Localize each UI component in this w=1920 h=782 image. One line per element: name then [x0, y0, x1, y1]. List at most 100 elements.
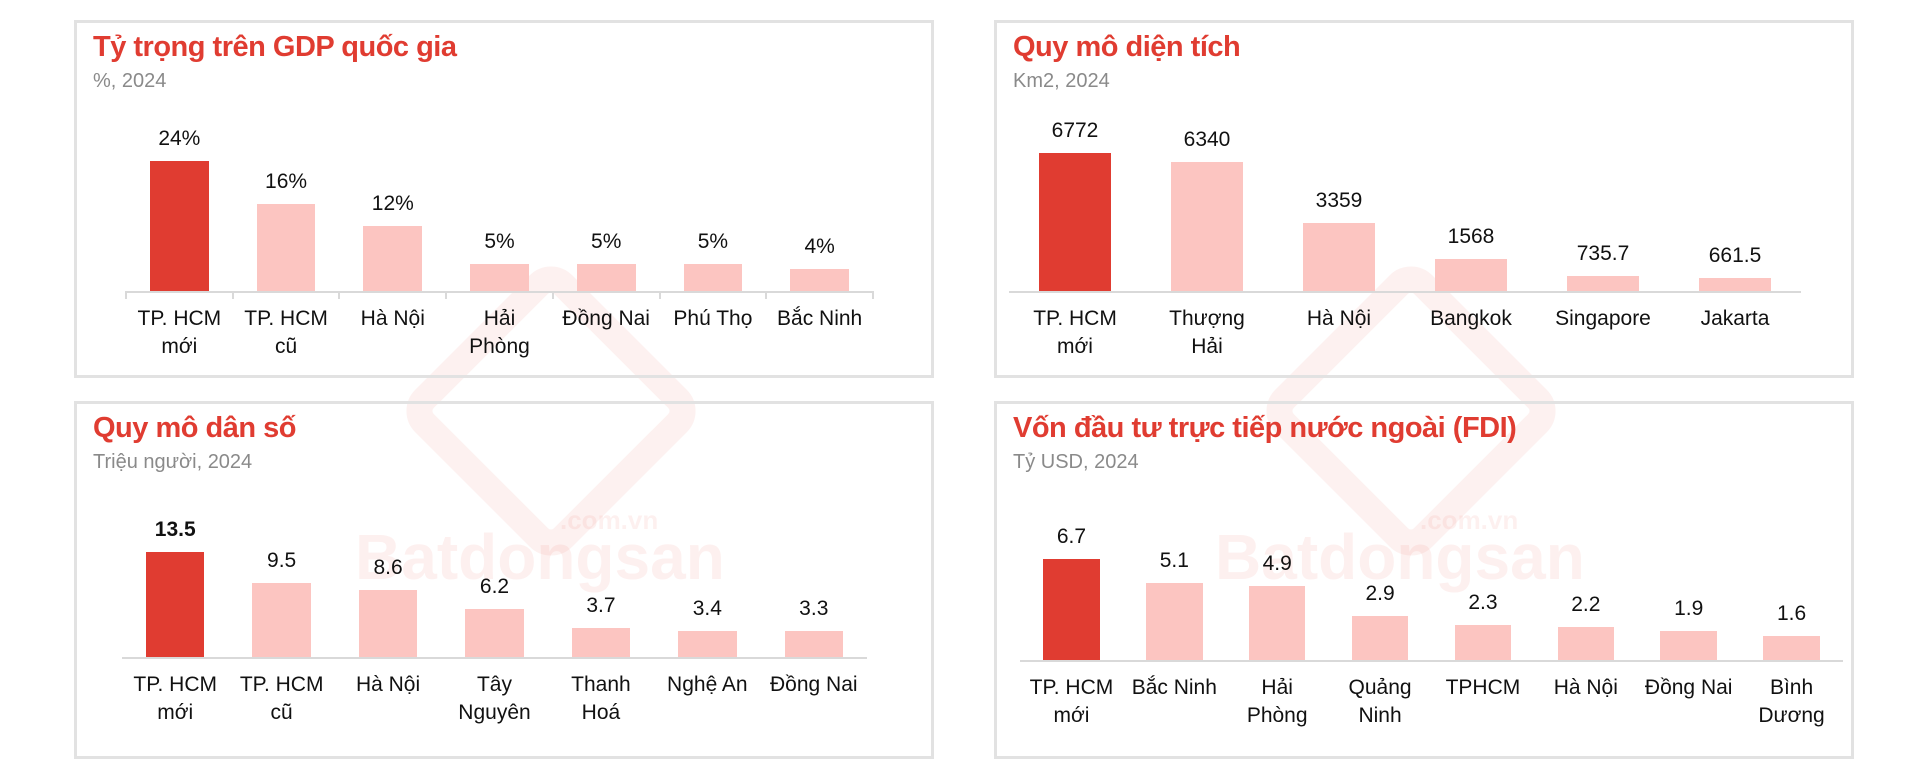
- bar: [358, 590, 418, 657]
- category-label: Hà Nội: [1306, 307, 1372, 330]
- x-axis-tick: [872, 291, 874, 299]
- data-label: 24%: [158, 127, 201, 150]
- data-label: 16%: [265, 170, 308, 194]
- category-label: Bình Dương: [1758, 676, 1825, 727]
- data-label: 6772: [1051, 119, 1099, 142]
- bar: [1038, 153, 1112, 291]
- data-label: 3.7: [586, 594, 616, 618]
- category-label: Bangkok: [1430, 307, 1512, 330]
- x-axis-tick: [338, 291, 341, 299]
- data-label: 2.2: [1571, 592, 1601, 616]
- data-label: 5%: [697, 229, 729, 253]
- bar: [150, 161, 209, 291]
- x-axis-tick: [658, 291, 661, 299]
- category-label: Hà Nội: [1553, 676, 1618, 699]
- category-label: TP. HCM mới: [133, 673, 218, 724]
- chart-title: Quy mô dân số: [93, 412, 296, 444]
- x-axis-tick: [125, 291, 127, 299]
- chart-subtitle: Triệu người, 2024: [93, 451, 253, 473]
- bar: [256, 204, 316, 291]
- category-label: Nghệ An: [667, 673, 748, 696]
- bar: [784, 631, 844, 657]
- data-label: 3.3: [799, 597, 829, 621]
- data-label: 13.5: [154, 518, 196, 541]
- bar: [252, 583, 311, 657]
- chart-panel-area: Quy mô diện tích Km2, 2024 6772 TP. HCM m…: [994, 20, 1854, 378]
- chart-panel-fdi: Vốn đầu tư trực tiếp nước ngoài (FDI) Tỷ…: [994, 401, 1854, 759]
- x-axis-tick: [445, 291, 448, 299]
- category-label: Phú Thọ: [673, 307, 753, 330]
- category-label: TP. HCM cũ: [239, 673, 324, 724]
- bar: [470, 263, 529, 291]
- category-label: Singapore: [1555, 307, 1651, 330]
- category-label: Đồng Nai: [770, 673, 858, 696]
- bar: [1454, 625, 1512, 660]
- x-axis-tick: [551, 291, 554, 299]
- data-label: 5%: [484, 229, 515, 253]
- bar: [1763, 635, 1820, 660]
- data-label: 3.4: [692, 596, 722, 620]
- category-label: TP. HCM cũ: [244, 307, 328, 358]
- data-label: 4%: [804, 235, 835, 259]
- category-label: Bắc Ninh: [777, 307, 863, 330]
- x-axis-tick: [765, 291, 768, 299]
- category-label: Hải Phòng: [469, 307, 530, 358]
- bar: [1351, 616, 1409, 660]
- bar: [465, 608, 524, 657]
- bar: [576, 263, 636, 291]
- bar-chart: 13.5 TP. HCM mới 9.5 TP. HCM cũ 8.6 Hà Nội 6.2…: [77, 404, 931, 756]
- chart-panel-gdp-share: Tỷ trọng trên GDP quốc gia %, 2024 24% TP…: [74, 20, 934, 378]
- bar: [1698, 277, 1772, 291]
- category-label: TPHCM: [1445, 676, 1521, 699]
- data-label: 735.7: [1576, 242, 1630, 265]
- bar: [571, 628, 631, 657]
- data-label: 6.2: [479, 574, 510, 598]
- data-label: 9.5: [267, 549, 297, 573]
- category-label: Jakarta: [1700, 307, 1770, 330]
- x-axis-line: [126, 291, 873, 293]
- bar: [1566, 276, 1640, 291]
- bar: [790, 269, 849, 291]
- data-label: 6340: [1183, 127, 1231, 151]
- category-label: Bắc Ninh: [1131, 676, 1217, 699]
- data-label: 12%: [371, 192, 414, 215]
- x-axis-line: [1009, 291, 1801, 293]
- data-label: 1.6: [1776, 601, 1807, 625]
- bar: [1170, 161, 1244, 291]
- bar: [145, 552, 205, 657]
- x-axis-line: [122, 657, 867, 659]
- chart-subtitle: Tỷ USD, 2024: [1013, 451, 1139, 473]
- chart-panel-population: Quy mô dân số Triệu người, 2024 13.5 TP. …: [74, 401, 934, 759]
- bar: [683, 263, 743, 291]
- bar: [1248, 586, 1306, 660]
- data-label: 5.1: [1159, 549, 1189, 573]
- category-label: Tây Nguyên: [458, 673, 531, 724]
- category-label: Thượng Hải: [1169, 307, 1245, 358]
- category-label: Hà Nội: [360, 307, 425, 330]
- bar: [678, 630, 737, 657]
- bar: [1043, 559, 1100, 660]
- data-label: 1.9: [1674, 597, 1704, 621]
- data-label: 2.9: [1365, 582, 1395, 606]
- data-label: 2.3: [1468, 591, 1498, 615]
- bar: [1660, 631, 1717, 660]
- chart-title: Quy mô diện tích: [1013, 31, 1241, 63]
- category-label: Đồng Nai: [562, 307, 650, 330]
- bar-chart: 6772 TP. HCM mới 6340 Thượng Hải 3359 Hà Nội 1…: [997, 23, 1851, 375]
- category-label: TP. HCM mới: [1033, 307, 1117, 358]
- chart-subtitle: %, 2024: [93, 70, 167, 92]
- bar-chart: 24% TP. HCM mới 16% TP. HCM cũ 12% Hà Nội 5% Hả…: [77, 23, 931, 375]
- data-label: 1568: [1447, 225, 1495, 249]
- category-label: Thanh Hoá: [571, 673, 631, 724]
- category-label: TP. HCM mới: [137, 307, 222, 358]
- category-label: Hải Phòng: [1246, 676, 1308, 727]
- bar: [1557, 626, 1615, 660]
- data-label: 8.6: [373, 556, 403, 580]
- data-label: 5%: [591, 229, 622, 253]
- chart-title: Vốn đầu tư trực tiếp nước ngoài (FDI): [1013, 412, 1517, 444]
- data-label: 4.9: [1262, 552, 1292, 576]
- bar: [363, 226, 423, 291]
- category-label: Quảng Ninh: [1348, 676, 1412, 727]
- bar-chart: 6.7 TP. HCM mới 5.1 Bắc Ninh 4.9 Hải Phòng 2.9…: [997, 404, 1851, 756]
- chart-title: Tỷ trọng trên GDP quốc gia: [93, 31, 457, 63]
